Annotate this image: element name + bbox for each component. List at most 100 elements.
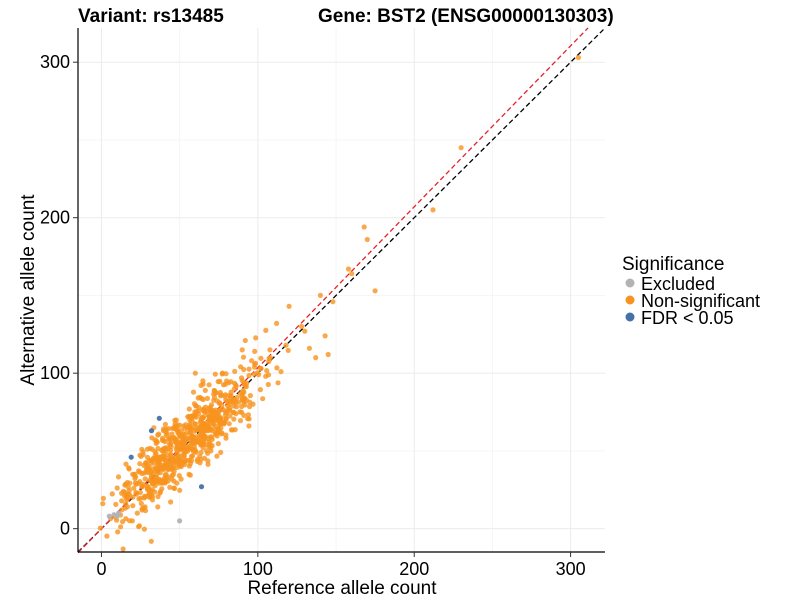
point-non-significant — [174, 426, 180, 432]
point-non-significant — [237, 418, 244, 424]
point-non-significant — [239, 394, 245, 400]
point-non-significant — [266, 355, 272, 362]
point-non-significant — [214, 453, 220, 459]
point-non-significant — [137, 489, 143, 496]
point-non-significant — [252, 348, 258, 354]
point-non-significant — [222, 409, 228, 415]
point-non-significant — [231, 399, 237, 405]
point-non-significant — [206, 382, 212, 388]
point-non-significant — [364, 236, 370, 243]
point-non-significant — [349, 271, 355, 277]
point-non-significant — [136, 523, 142, 529]
point-non-significant — [211, 413, 217, 419]
legend-label-excluded: Excluded — [641, 274, 715, 294]
point-non-significant — [217, 407, 223, 413]
point-non-significant — [167, 436, 173, 442]
point-non-significant — [176, 473, 182, 479]
point-non-significant — [330, 299, 336, 305]
point-non-significant — [313, 355, 319, 361]
point-non-significant — [285, 347, 291, 353]
point-non-significant — [209, 428, 215, 434]
point-non-significant — [233, 404, 240, 410]
point-non-significant — [299, 323, 305, 330]
point-non-significant — [178, 428, 184, 434]
point-non-significant — [137, 461, 143, 467]
point-non-significant — [182, 457, 188, 463]
point-non-significant — [265, 372, 272, 378]
point-non-significant — [206, 416, 212, 423]
point-non-significant — [202, 408, 208, 414]
point-non-significant — [177, 432, 183, 438]
point-non-significant — [231, 416, 237, 422]
point-fdr-0-05 — [148, 428, 155, 434]
point-non-significant — [179, 446, 185, 452]
point-non-significant — [160, 455, 166, 461]
x-axis-title: Reference allele count — [247, 578, 437, 599]
point-non-significant — [168, 453, 174, 459]
point-excluded — [106, 513, 112, 519]
point-non-significant — [143, 460, 149, 466]
point-non-significant — [241, 389, 247, 395]
point-non-significant — [149, 446, 155, 452]
point-non-significant — [142, 494, 148, 500]
point-non-significant — [162, 421, 168, 427]
y-tick-label: 300 — [40, 52, 70, 72]
point-non-significant — [238, 375, 245, 381]
point-non-significant — [264, 368, 270, 374]
point-non-significant — [274, 320, 280, 326]
chart-title-variant: Variant: rs13485 — [78, 6, 224, 27]
point-non-significant — [257, 365, 264, 372]
point-non-significant — [232, 368, 238, 374]
point-non-significant — [169, 472, 175, 478]
point-non-significant — [223, 416, 229, 422]
point-non-significant — [306, 345, 312, 351]
point-non-significant — [278, 369, 284, 375]
point-non-significant — [141, 526, 147, 532]
x-tick-label: 100 — [243, 559, 273, 579]
point-non-significant — [275, 380, 281, 386]
point-non-significant — [174, 480, 180, 486]
point-non-significant — [140, 452, 146, 458]
legend-swatch-excluded — [625, 278, 635, 288]
point-non-significant — [123, 516, 129, 522]
point-non-significant — [119, 498, 125, 504]
point-non-significant — [130, 494, 136, 500]
point-non-significant — [152, 477, 158, 483]
point-non-significant — [181, 461, 188, 468]
point-non-significant — [205, 428, 211, 434]
point-non-significant — [260, 396, 266, 402]
point-non-significant — [147, 494, 153, 500]
point-non-significant — [345, 266, 352, 272]
point-non-significant — [202, 387, 208, 393]
point-non-significant — [142, 508, 149, 514]
point-non-significant — [155, 432, 161, 438]
data-points — [97, 54, 582, 552]
grid — [78, 28, 605, 552]
point-non-significant — [194, 437, 200, 443]
point-non-significant — [183, 422, 189, 428]
point-non-significant — [237, 409, 243, 415]
point-non-significant — [155, 494, 161, 500]
point-non-significant — [190, 413, 196, 419]
point-non-significant — [372, 288, 378, 294]
x-tick-label: 0 — [96, 559, 106, 579]
point-non-significant — [166, 426, 172, 432]
point-non-significant — [246, 416, 252, 422]
point-non-significant — [186, 463, 192, 469]
point-non-significant — [144, 465, 150, 471]
point-non-significant — [152, 452, 158, 459]
chart-title-gene: Gene: BST2 (ENSG00000130303) — [318, 6, 614, 27]
point-non-significant — [242, 337, 248, 344]
point-non-significant — [211, 394, 218, 401]
point-non-significant — [100, 495, 106, 501]
point-non-significant — [213, 390, 219, 396]
point-non-significant — [249, 358, 255, 364]
point-non-significant — [173, 454, 179, 460]
point-non-significant — [170, 465, 176, 471]
point-non-significant — [218, 425, 224, 431]
point-non-significant — [167, 484, 173, 490]
point-non-significant — [127, 480, 133, 486]
legend-title: Significance — [622, 254, 724, 275]
point-non-significant — [122, 505, 128, 511]
point-non-significant — [257, 387, 263, 393]
